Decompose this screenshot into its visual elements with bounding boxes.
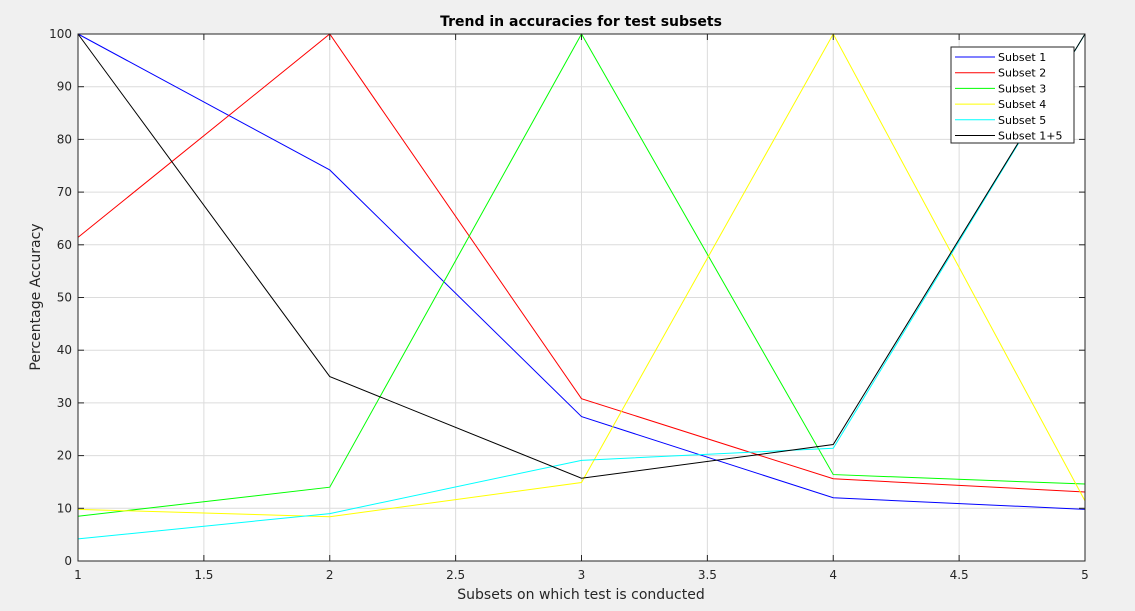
y-tick-label: 90 [57, 80, 72, 94]
x-tick-label: 5 [1081, 568, 1089, 582]
x-tick-label: 4.5 [950, 568, 969, 582]
legend-label: Subset 1+5 [998, 130, 1062, 143]
y-tick-label: 30 [57, 396, 72, 410]
legend-box [950, 46, 1075, 144]
legend-label: Subset 2 [998, 67, 1046, 80]
legend-label: Subset 4 [998, 98, 1046, 111]
x-tick-label: 1 [74, 568, 82, 582]
y-tick-label: 80 [57, 132, 72, 146]
x-tick-label: 2.5 [446, 568, 465, 582]
chart-title: Trend in accuracies for test subsets [440, 14, 722, 30]
y-tick-label: 40 [57, 343, 72, 357]
y-tick-label: 100 [49, 27, 72, 41]
y-tick-label: 60 [57, 238, 72, 252]
x-tick-label: 3 [578, 568, 586, 582]
series-line-2 [77, 33, 1086, 493]
legend-label: Subset 5 [998, 114, 1046, 127]
series-line-4 [77, 32, 1086, 518]
y-tick-label: 50 [57, 291, 72, 305]
legend-items: Subset 1 Subset 2 Subset 3 Subset 4 Subset 5… [955, 51, 1062, 143]
y-tick-label: 20 [57, 449, 72, 463]
legend: Subset 1 Subset 2 Subset 3 Subset 4 Subset 5… [950, 46, 1075, 144]
x-tick-label: 3.5 [698, 568, 717, 582]
y-tick-label: 0 [64, 554, 72, 568]
series-line-6 [77, 33, 1086, 479]
legend-label: Subset 1 [998, 51, 1046, 64]
series-lines [77, 32, 1086, 540]
x-tick-label: 2 [326, 568, 334, 582]
y-tick-label: 70 [57, 185, 72, 199]
x-tick-label: 4 [829, 568, 837, 582]
legend-label: Subset 3 [998, 82, 1046, 95]
x-tick-label: 1.5 [194, 568, 213, 582]
x-axis-label: Subsets on which test is conducted [457, 587, 704, 603]
y-tick-label: 10 [57, 501, 72, 515]
series-line-1 [77, 33, 1086, 510]
y-axis-label: Percentage Accuracy [28, 223, 44, 370]
series-line-5 [77, 33, 1086, 540]
